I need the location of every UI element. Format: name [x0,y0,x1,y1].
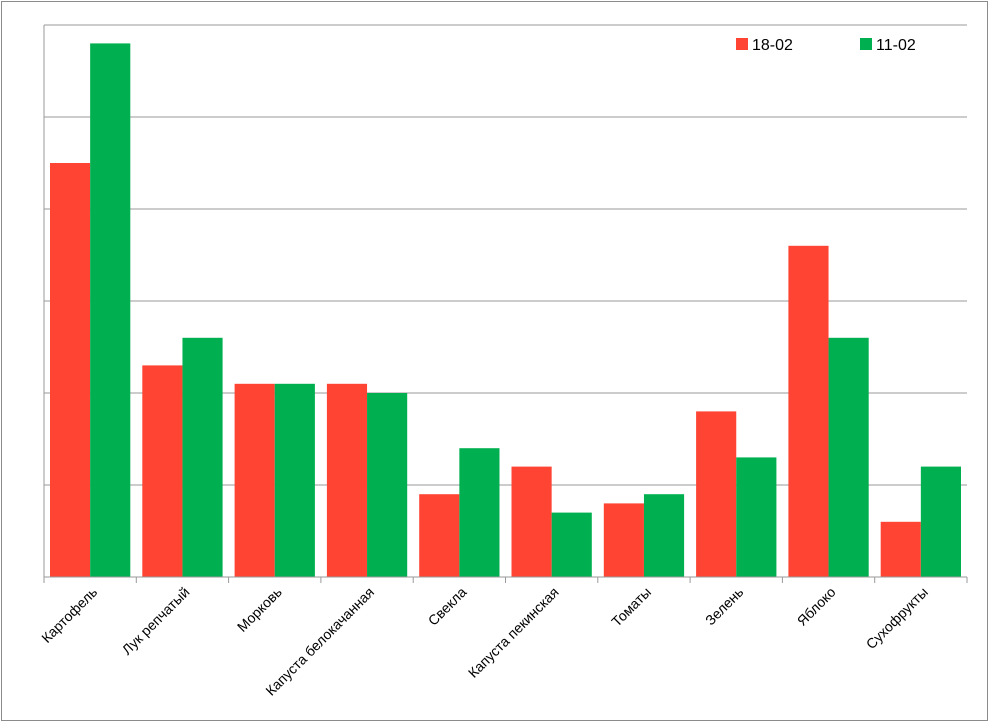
x-tick-label-10: Сухофрукты [863,584,931,652]
bar-18-02-8 [696,411,737,577]
x-tick-label-5: Свекла [425,584,470,629]
bar-18-02-5 [419,494,460,577]
bar-18-02-10 [880,521,921,577]
x-tick-label-9: Яблоко [794,584,839,629]
bar-18-02-6 [511,466,552,577]
bar-11-02-5 [459,448,500,577]
bars [50,43,961,578]
bar-11-02-9 [828,337,869,577]
bar-18-02-3 [234,383,275,577]
x-tick-label-1: Картофель [38,584,100,646]
bar-11-02-6 [551,512,592,577]
bar-11-02-7 [643,494,685,577]
bar-18-02-1 [50,163,91,577]
bar-11-02-10 [920,466,961,577]
x-tick-label-3: Морковь [234,584,285,635]
x-tick-label-4: Капуста белокачанная [262,584,377,699]
bar-11-02-3 [274,383,315,577]
x-tick-label-7: Томаты [608,584,654,630]
legend-swatch-18-02 [736,38,748,50]
bar-18-02-4 [326,383,368,577]
bar-11-02-4 [367,393,408,577]
bar-11-02-1 [90,43,131,577]
bar-11-02-2 [182,337,223,577]
bar-18-02-9 [788,245,829,578]
legend: 18-02 11-02 [736,37,916,54]
x-tick-label-6: Капуста пекинская [465,584,562,681]
legend-swatch-11-02 [860,38,872,50]
x-tick-label-2: Лук репчатый [119,584,193,658]
bar-11-02-8 [736,457,777,577]
axes [43,25,968,583]
legend-label-11-02: 11-02 [876,37,916,54]
bar-18-02-7 [603,503,644,577]
bar-18-02-2 [142,365,183,577]
legend-label-18-02: 18-02 [752,37,793,54]
x-tick-label-8: Зелень [702,584,746,628]
